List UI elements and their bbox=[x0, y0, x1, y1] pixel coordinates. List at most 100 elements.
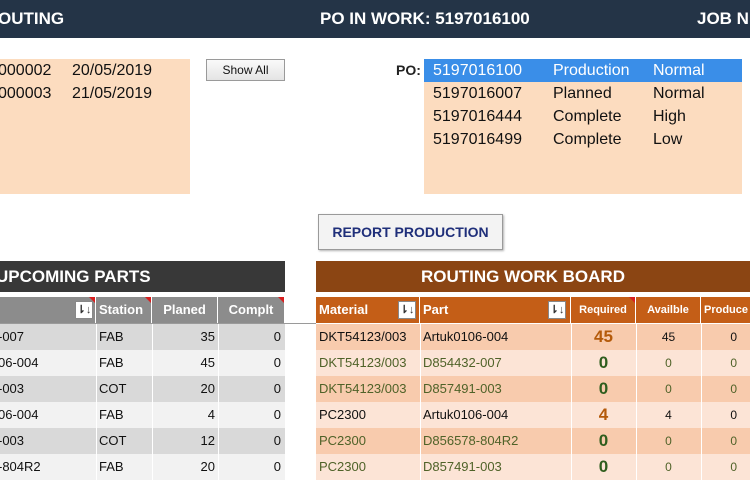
available-cell: 0 bbox=[665, 434, 672, 448]
available-header-label: Availble bbox=[647, 304, 689, 316]
station-column-header[interactable]: Station bbox=[96, 297, 152, 323]
table-row[interactable]: PC2300 Artuk0106-004 4 4 0 bbox=[316, 402, 750, 428]
part-column-header[interactable]: Part ⇂↓ bbox=[420, 297, 571, 323]
part-cell: -003 bbox=[0, 433, 25, 448]
part-cell: D856578-804R2 bbox=[423, 433, 519, 448]
routing-work-board-table: DKT54123/003 Artuk0106-004 45 45 0 DKT54123/0… bbox=[316, 324, 750, 500]
part-cell: D854432-007 bbox=[423, 355, 502, 370]
part-cell: Artuk0106-004 bbox=[423, 407, 509, 422]
cell-divider bbox=[420, 454, 421, 480]
cell-divider bbox=[636, 324, 637, 350]
required-cell: 45 bbox=[594, 327, 613, 346]
list-item[interactable]: 000002 20/05/2019 bbox=[0, 59, 190, 82]
complt-cell: 0 bbox=[273, 433, 281, 448]
table-row[interactable]: PC2300 D856578-804R2 0 0 0 bbox=[316, 428, 750, 454]
part-cell: D857491-003 bbox=[423, 459, 502, 474]
table-row[interactable]: -007 FAB 35 0 bbox=[0, 324, 285, 350]
cell-divider bbox=[636, 454, 637, 480]
complt-column-header[interactable]: Complt bbox=[218, 297, 285, 323]
table-row[interactable]: 06-004 FAB 4 0 bbox=[0, 402, 285, 428]
table-row[interactable]: PC2300 D857491-003 0 0 0 bbox=[316, 454, 750, 480]
planed-cell: 4 bbox=[207, 407, 215, 422]
station-cell: FAB bbox=[99, 355, 124, 370]
list-item-selected[interactable]: 5197016100 Production Normal bbox=[424, 59, 742, 82]
required-cell: 0 bbox=[598, 353, 609, 372]
available-column-header[interactable]: Availble bbox=[636, 297, 701, 323]
po-number: 5197016444 bbox=[433, 108, 522, 125]
produced-header-label: Produce bbox=[704, 304, 749, 316]
planed-cell: 35 bbox=[200, 329, 215, 344]
routing-header-row: Material ⇂↓ Part ⇂↓ Required Availble Pr… bbox=[316, 297, 750, 323]
table-row[interactable]: DKT54123/003 D854432-007 0 0 0 bbox=[316, 350, 750, 376]
list-item[interactable]: 5197016007 Planned Normal bbox=[424, 82, 742, 105]
produced-column-header[interactable]: Produce bbox=[701, 297, 750, 323]
po-listbox[interactable]: 5197016100 Production Normal 5197016007 … bbox=[424, 59, 742, 194]
list-item[interactable]: 5197016444 Complete High bbox=[424, 105, 742, 128]
routing-title: OUTING bbox=[0, 9, 65, 28]
sort-filter-icon[interactable]: ⇂↓ bbox=[75, 301, 93, 319]
job-date: 20/05/2019 bbox=[72, 62, 153, 79]
report-production-button[interactable]: REPORT PRODUCTION bbox=[318, 214, 503, 250]
title-bar: OUTING PO IN WORK: 5197016100 JOB N bbox=[0, 0, 750, 38]
po-label: PO: bbox=[396, 62, 421, 78]
material-cell: DKT54123/003 bbox=[319, 355, 407, 370]
table-row[interactable]: -003 COT 12 0 bbox=[0, 428, 285, 454]
list-item[interactable]: 5197016499 Complete Low bbox=[424, 128, 742, 151]
planed-cell: 45 bbox=[200, 355, 215, 370]
po-priority: Normal bbox=[653, 62, 705, 79]
part-cell: -804R2 bbox=[0, 459, 41, 474]
show-all-button[interactable]: Show All bbox=[206, 59, 285, 81]
table-row[interactable]: DKT54123/003 D857491-003 0 0 0 bbox=[316, 376, 750, 402]
station-cell: FAB bbox=[99, 329, 124, 344]
po-priority: Normal bbox=[653, 85, 705, 102]
cell-divider bbox=[636, 402, 637, 428]
part-column-header[interactable]: ⇂↓ bbox=[0, 297, 96, 323]
cell-divider bbox=[420, 350, 421, 376]
part-cell: -003 bbox=[0, 381, 25, 396]
sort-filter-icon[interactable]: ⇂↓ bbox=[548, 301, 566, 319]
cell-divider bbox=[218, 428, 219, 454]
po-status: Complete bbox=[553, 131, 622, 148]
table-row[interactable]: -003 COT 20 0 bbox=[0, 376, 285, 402]
complt-cell: 0 bbox=[273, 459, 281, 474]
cell-divider bbox=[701, 324, 702, 350]
cell-divider bbox=[96, 402, 97, 428]
material-column-header[interactable]: Material ⇂↓ bbox=[316, 297, 420, 323]
cell-divider bbox=[636, 350, 637, 376]
complt-cell: 0 bbox=[273, 329, 281, 344]
cell-divider bbox=[571, 324, 572, 350]
header-divider bbox=[0, 323, 316, 324]
po-priority: High bbox=[653, 108, 686, 125]
table-row[interactable]: 06-004 FAB 45 0 bbox=[0, 350, 285, 376]
comment-marker-icon bbox=[145, 297, 151, 303]
cell-divider bbox=[218, 350, 219, 376]
produced-cell: 0 bbox=[730, 408, 737, 422]
cell-divider bbox=[152, 428, 153, 454]
table-row[interactable]: DKT54123/003 Artuk0106-004 45 45 0 bbox=[316, 324, 750, 350]
table-row[interactable]: -804R2 FAB 20 0 bbox=[0, 454, 285, 480]
po-number: 5197016499 bbox=[433, 131, 522, 148]
cell-divider bbox=[152, 376, 153, 402]
required-cell: 0 bbox=[598, 431, 609, 450]
list-item[interactable]: 000003 21/05/2019 bbox=[0, 82, 190, 105]
available-cell: 4 bbox=[665, 408, 672, 422]
cell-divider bbox=[96, 428, 97, 454]
planed-cell: 20 bbox=[200, 381, 215, 396]
upcoming-parts-title: UPCOMING PARTS bbox=[0, 261, 285, 292]
jobs-listbox[interactable]: 000002 20/05/2019 000003 21/05/2019 bbox=[0, 59, 190, 194]
job-date: 21/05/2019 bbox=[72, 85, 153, 102]
required-column-header[interactable]: Required bbox=[571, 297, 636, 323]
job-title: JOB N bbox=[697, 9, 749, 28]
cell-divider bbox=[218, 324, 219, 350]
cell-divider bbox=[701, 454, 702, 480]
sort-filter-icon[interactable]: ⇂↓ bbox=[398, 301, 416, 319]
part-cell: 06-004 bbox=[0, 407, 39, 422]
cell-divider bbox=[701, 402, 702, 428]
po-number: 5197016007 bbox=[433, 85, 522, 102]
cell-divider bbox=[420, 428, 421, 454]
station-cell: FAB bbox=[99, 407, 124, 422]
cell-divider bbox=[420, 324, 421, 350]
cell-divider bbox=[96, 454, 97, 480]
planed-column-header[interactable]: Planed bbox=[152, 297, 218, 323]
cell-divider bbox=[571, 402, 572, 428]
